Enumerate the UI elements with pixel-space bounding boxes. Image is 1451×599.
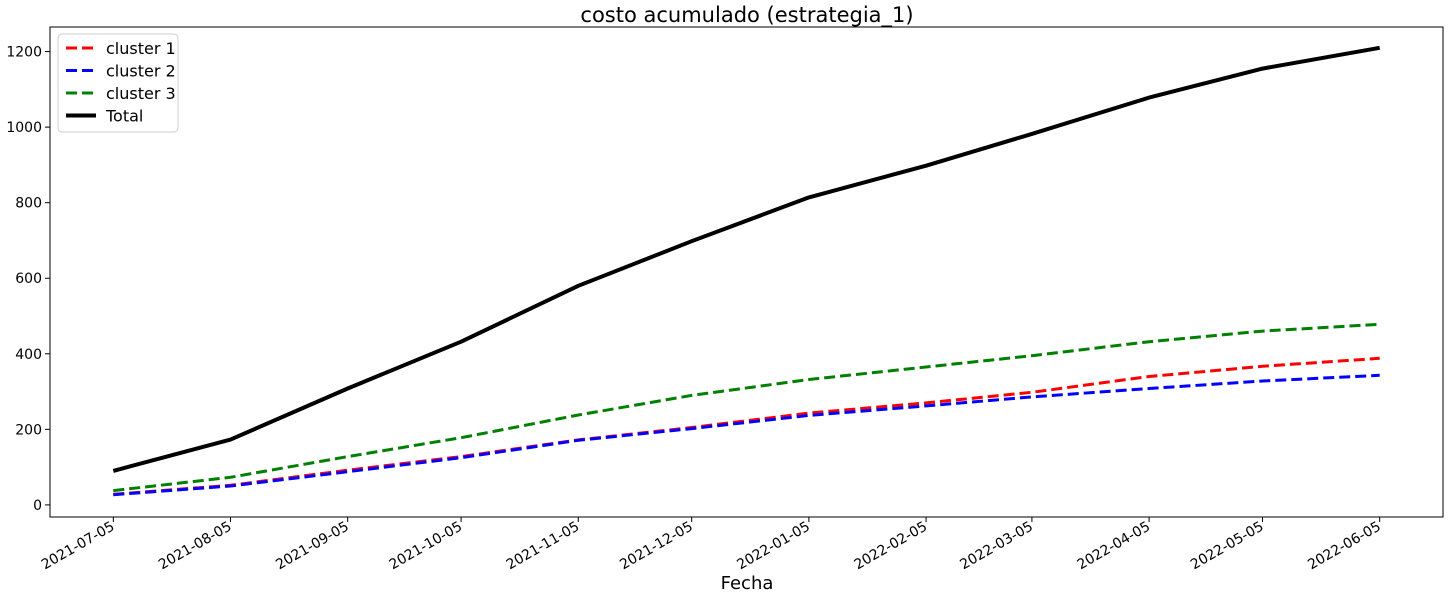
chart-title: costo acumulado (estrategia_1) [580, 3, 913, 28]
x-tick-label: 2021-10-05 [387, 519, 465, 574]
axes-frame [49, 26, 1444, 518]
legend-label: Total [105, 107, 143, 126]
legend-label: cluster 2 [106, 62, 176, 81]
x-axis: 2021-07-05 2021-08-05 2021-09-05 2021-10-05… [39, 517, 1384, 573]
x-tick-label: 2021-08-05 [156, 519, 234, 574]
x-tick-label: 2021-11-05 [504, 519, 582, 574]
x-axis-label: Fecha [721, 573, 774, 594]
x-tick-label: 2021-09-05 [273, 519, 351, 574]
legend-box [57, 33, 179, 133]
x-tick-label: 2021-12-05 [617, 519, 695, 574]
series-line-cluster-3 [113, 322, 1380, 493]
series-line-total [112, 45, 1381, 473]
x-tick-label: 2021-07-05 [39, 519, 117, 574]
y-tick-label: 600 [15, 271, 42, 287]
x-tick-label: 2022-01-05 [734, 519, 812, 574]
y-tick-label: 400 [15, 347, 42, 363]
x-tick-label: 2022-06-05 [1305, 519, 1383, 574]
x-tick-label: 2022-05-05 [1188, 519, 1266, 574]
x-tick-label: 2022-03-05 [957, 519, 1035, 574]
y-tick-label: 0 [33, 498, 42, 514]
y-tick-label: 1000 [6, 120, 42, 136]
x-tick-label: 2022-04-05 [1075, 519, 1153, 574]
y-tick-label: 1200 [6, 45, 42, 61]
y-axis: 0 200 400 600 800 1000 1200 [6, 45, 50, 514]
y-tick-label: 200 [15, 422, 42, 438]
x-tick-label: 2022-02-05 [852, 519, 930, 574]
legend-label: cluster 1 [106, 39, 176, 58]
y-tick-label: 800 [15, 196, 42, 212]
legend: cluster 1 cluster 2 cluster 3 Total [57, 33, 179, 133]
legend-label: cluster 3 [106, 84, 176, 103]
plot-area [112, 45, 1381, 497]
series-line-cluster-1 [113, 356, 1380, 496]
series-line-cluster-2 [113, 373, 1380, 497]
